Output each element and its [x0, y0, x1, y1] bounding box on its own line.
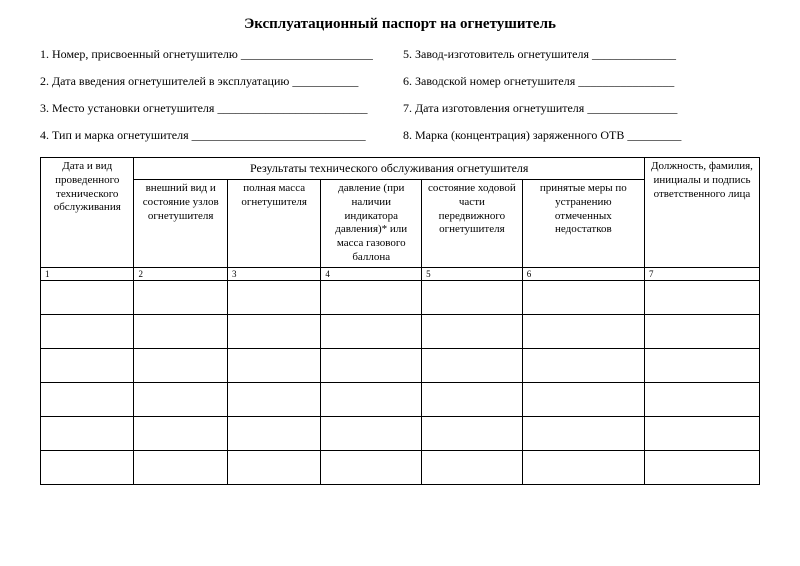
- table-cell: [422, 450, 523, 484]
- table-cell: [522, 314, 644, 348]
- field-4-label: 4. Тип и марка огнетушителя: [40, 128, 189, 142]
- colnum-5: 5: [422, 267, 523, 280]
- field-7-label: 7. Дата изготовления огнетушителя: [403, 101, 584, 115]
- colnum-4: 4: [321, 267, 422, 280]
- table-cell: [321, 450, 422, 484]
- field-1-label: 1. Номер, присвоенный огнетушителю: [40, 47, 238, 61]
- table-row: [41, 314, 760, 348]
- field-5-blank: ______________: [589, 47, 676, 61]
- table-cell: [644, 280, 759, 314]
- table-cell: [644, 382, 759, 416]
- field-3-label: 3. Место установки огнетушителя: [40, 101, 214, 115]
- table-row: [41, 450, 760, 484]
- table-cell: [227, 382, 320, 416]
- table-cell: [227, 416, 320, 450]
- colnum-7: 7: [644, 267, 759, 280]
- table-row: [41, 382, 760, 416]
- table-cell: [134, 450, 227, 484]
- table-cell: [134, 348, 227, 382]
- table-cell: [644, 348, 759, 382]
- field-3: 3. Место установки огнетушителя ________…: [40, 101, 397, 116]
- table-cell: [41, 348, 134, 382]
- th-col1: Дата и вид проведенного технического обс…: [41, 158, 134, 268]
- table-cell: [522, 348, 644, 382]
- field-3-blank: _________________________: [214, 101, 367, 115]
- column-number-row: 1 2 3 4 5 6 7: [41, 267, 760, 280]
- table-cell: [41, 450, 134, 484]
- table-cell: [522, 416, 644, 450]
- field-8: 8. Марка (концентрация) заряженного ОТВ …: [403, 128, 760, 143]
- document-title: Эксплуатационный паспорт на огнетушитель: [40, 16, 760, 33]
- table-cell: [644, 450, 759, 484]
- field-1: 1. Номер, присвоенный огнетушителю _____…: [40, 47, 397, 62]
- table-cell: [422, 280, 523, 314]
- th-col3: полная масса огнетушителя: [227, 180, 320, 268]
- field-6: 6. Заводской номер огнетушителя ________…: [403, 74, 760, 89]
- table-cell: [134, 416, 227, 450]
- table-cell: [134, 314, 227, 348]
- field-4: 4. Тип и марка огнетушителя ____________…: [40, 128, 397, 143]
- table-cell: [321, 382, 422, 416]
- table-cell: [321, 416, 422, 450]
- field-5-label: 5. Завод-изготовитель огнетушителя: [403, 47, 589, 61]
- table-cell: [41, 314, 134, 348]
- table-cell: [227, 280, 320, 314]
- table-cell: [422, 416, 523, 450]
- table-cell: [422, 314, 523, 348]
- field-6-blank: ________________: [575, 74, 674, 88]
- field-1-blank: ______________________: [238, 47, 373, 61]
- th-col4: давление (при наличии индикатора давлени…: [321, 180, 422, 268]
- table-cell: [321, 280, 422, 314]
- th-col5: состояние ходовой части передвижного огн…: [422, 180, 523, 268]
- field-8-blank: _________: [624, 128, 681, 142]
- table-cell: [422, 382, 523, 416]
- table-cell: [227, 314, 320, 348]
- table-cell: [41, 416, 134, 450]
- colnum-6: 6: [522, 267, 644, 280]
- colnum-2: 2: [134, 267, 227, 280]
- th-col7: Должность, фамилия, инициалы и подпись о…: [644, 158, 759, 268]
- colnum-1: 1: [41, 267, 134, 280]
- form-fields-grid: 1. Номер, присвоенный огнетушителю _____…: [40, 47, 760, 143]
- table-row: [41, 348, 760, 382]
- table-cell: [644, 314, 759, 348]
- th-group: Результаты технического обслуживания огн…: [134, 158, 644, 180]
- table-body: [41, 280, 760, 484]
- table-cell: [227, 348, 320, 382]
- field-2-label: 2. Дата введения огнетушителей в эксплуа…: [40, 74, 289, 88]
- table-cell: [41, 280, 134, 314]
- field-4-blank: _____________________________: [189, 128, 366, 142]
- table-cell: [321, 314, 422, 348]
- table-cell: [41, 382, 134, 416]
- th-col6: принятые меры по устранению отмеченных н…: [522, 180, 644, 268]
- th-col2: внешний вид и состояние узлов огнетушите…: [134, 180, 227, 268]
- field-7: 7. Дата изготовления огнетушителя ______…: [403, 101, 760, 116]
- table-cell: [134, 382, 227, 416]
- field-2-blank: ___________: [289, 74, 358, 88]
- field-8-label: 8. Марка (концентрация) заряженного ОТВ: [403, 128, 624, 142]
- colnum-3: 3: [227, 267, 320, 280]
- field-6-label: 6. Заводской номер огнетушителя: [403, 74, 575, 88]
- table-cell: [522, 280, 644, 314]
- table-cell: [321, 348, 422, 382]
- table-cell: [134, 280, 227, 314]
- table-cell: [422, 348, 523, 382]
- table-row: [41, 280, 760, 314]
- maintenance-table: Дата и вид проведенного технического обс…: [40, 157, 760, 485]
- table-row: [41, 416, 760, 450]
- field-2: 2. Дата введения огнетушителей в эксплуа…: [40, 74, 397, 89]
- table-cell: [644, 416, 759, 450]
- table-cell: [227, 450, 320, 484]
- field-5: 5. Завод-изготовитель огнетушителя _____…: [403, 47, 760, 62]
- table-cell: [522, 382, 644, 416]
- field-7-blank: _______________: [584, 101, 677, 115]
- table-cell: [522, 450, 644, 484]
